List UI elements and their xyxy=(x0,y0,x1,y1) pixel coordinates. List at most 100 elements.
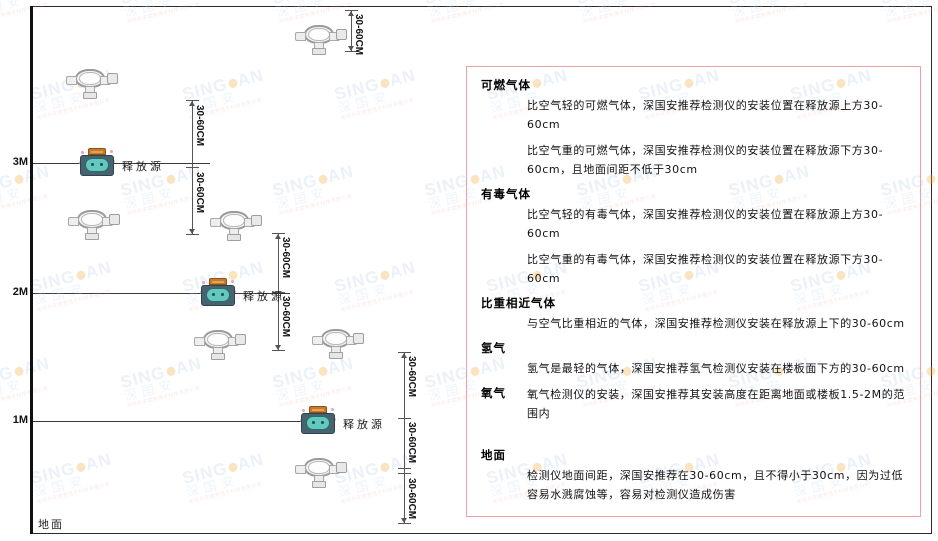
watermark-company: 深圳市深国安电子科技有限公司 xyxy=(0,385,49,410)
watermark-company: 深圳市深国安电子科技有限公司 xyxy=(0,1,49,26)
watermark-dot-icon xyxy=(379,270,391,281)
watermark-brand-cn: 深国安 xyxy=(274,377,331,405)
watermark-dot-icon xyxy=(13,174,25,185)
watermark-company: 深圳市深国安电子科技有限公司 xyxy=(340,289,415,314)
gas-detector-icon xyxy=(210,208,262,242)
watermark-brand-cn: 深国安 xyxy=(336,89,393,117)
panel-section-text: 检测仪地面间距，深国安推荐在30-60cm，且不得小于30cm，因为过低容易水溅… xyxy=(527,469,904,502)
level-label-2m: 2M xyxy=(12,286,28,298)
watermark-dot-icon xyxy=(75,270,87,281)
dimension-line-3m xyxy=(186,100,200,235)
release-source-label: 释放源 xyxy=(343,418,385,431)
ground-label: 地面 xyxy=(38,518,64,531)
watermark-company: 深圳市深国安电子科技有限公司 xyxy=(126,1,201,26)
watermark-company: 深圳市深国安电子科技有限公司 xyxy=(734,1,809,26)
dimension-label: 30-60CM xyxy=(194,105,205,147)
watermark-brand-cn: 深国安 xyxy=(32,281,89,309)
watermark-dot-icon xyxy=(165,366,177,377)
watermark-brand-cn: 深国安 xyxy=(122,0,179,21)
gas-detector-icon xyxy=(66,66,118,100)
panel-inline-section: 氧气 氧气检测仪的安装，深国安推荐其安装高度在距离地面或楼板1.5-2M的范围内 xyxy=(481,385,906,430)
watermark-company: 深圳市深国安电子科技有限公司 xyxy=(36,481,111,506)
frame-top-border xyxy=(30,6,932,7)
panel-section-text: 氧气检测仪的安装，深国安推荐其安装高度在距离地面或楼板1.5-2M的范围内 xyxy=(527,387,905,420)
watermark-brand-cn: 深国安 xyxy=(0,0,27,21)
watermark-brand-cn: 深国安 xyxy=(0,377,27,405)
panel-section-text: 比空气轻的可燃气体，深国安推荐检测仪的安装位置在释放源上方30-60cm xyxy=(527,99,884,132)
height-axis xyxy=(30,6,33,534)
watermark-brand-cn: 深国安 xyxy=(32,473,89,501)
dimension-label: 30-60CM xyxy=(280,237,291,279)
gas-release-source-icon xyxy=(200,278,236,308)
watermark-dot-icon xyxy=(227,78,239,89)
gas-detector-icon xyxy=(194,327,246,361)
watermark-dot-icon xyxy=(379,78,391,89)
watermark-dot-icon xyxy=(227,462,239,473)
panel-section-text: 氢气是最轻的气体，深国安推荐氢气检测仪安装在楼板面下方的30-60cm xyxy=(527,362,905,376)
level-label-1m: 1M xyxy=(12,414,28,426)
panel-section-title: 有毒气体 xyxy=(481,187,531,201)
dimension-label: 30-60CM xyxy=(194,172,205,214)
watermark-brand-cn: 深国安 xyxy=(184,473,241,501)
dimension-label: 30-60CM xyxy=(406,422,417,464)
level-line-3m xyxy=(30,163,210,164)
panel-section-title: 地面 xyxy=(481,448,506,462)
watermark-company: 深圳市深国安电子科技有限公司 xyxy=(582,1,657,26)
gas-detector-icon xyxy=(295,22,347,56)
watermark-brand-cn: 深国安 xyxy=(336,281,393,309)
panel-section-title: 氧气 xyxy=(481,385,506,400)
watermark-brand-cn: 深国安 xyxy=(122,377,179,405)
watermark-company: 深圳市深国安电子科技有限公司 xyxy=(0,193,49,218)
watermark-brand-cn: 深国安 xyxy=(426,0,483,21)
watermark-brand-cn: 深国安 xyxy=(882,0,938,21)
watermark-dot-icon xyxy=(165,174,177,185)
watermark-brand-cn: 深国安 xyxy=(274,185,331,213)
watermark-company: 深圳市深国安电子科技有限公司 xyxy=(430,1,505,26)
gas-detector-icon xyxy=(312,326,364,360)
gas-release-source-icon xyxy=(300,406,336,436)
release-source-label: 释放源 xyxy=(122,160,164,173)
watermark-dot-icon xyxy=(317,366,329,377)
watermark-dot-icon xyxy=(13,366,25,377)
watermark-brand-cn: 深国安 xyxy=(0,185,27,213)
watermark-brand-cn: 深国安 xyxy=(578,0,635,21)
panel-section-text: 比空气重的有毒气体，深国安推荐检测仪的安装位置在释放源下方30-60cm xyxy=(527,252,884,285)
dimension-line-top xyxy=(345,10,359,52)
gas-release-source-icon xyxy=(79,148,115,178)
dimension-label: 30-60CM xyxy=(353,14,364,56)
panel-section-title: 氢气 xyxy=(481,341,506,356)
frame-bottom-border xyxy=(30,533,932,534)
level-label-3m: 3M xyxy=(12,156,28,168)
dimension-label: 30-60CM xyxy=(406,478,417,520)
gas-detector-icon xyxy=(295,455,347,489)
level-line-1m xyxy=(30,421,302,422)
watermark-company: 深圳市深国安电子科技有限公司 xyxy=(126,385,201,410)
guidance-panel: 可燃气体 比空气轻的可燃气体，深国安推荐检测仪的安装位置在释放源上方30-60cm… xyxy=(466,66,921,517)
dimension-line-1m-ground xyxy=(398,352,412,524)
watermark-company: 深圳市深国安电子科技有限公司 xyxy=(278,193,353,218)
watermark-dot-icon xyxy=(379,462,391,473)
release-source-label: 释放源 xyxy=(243,290,285,303)
